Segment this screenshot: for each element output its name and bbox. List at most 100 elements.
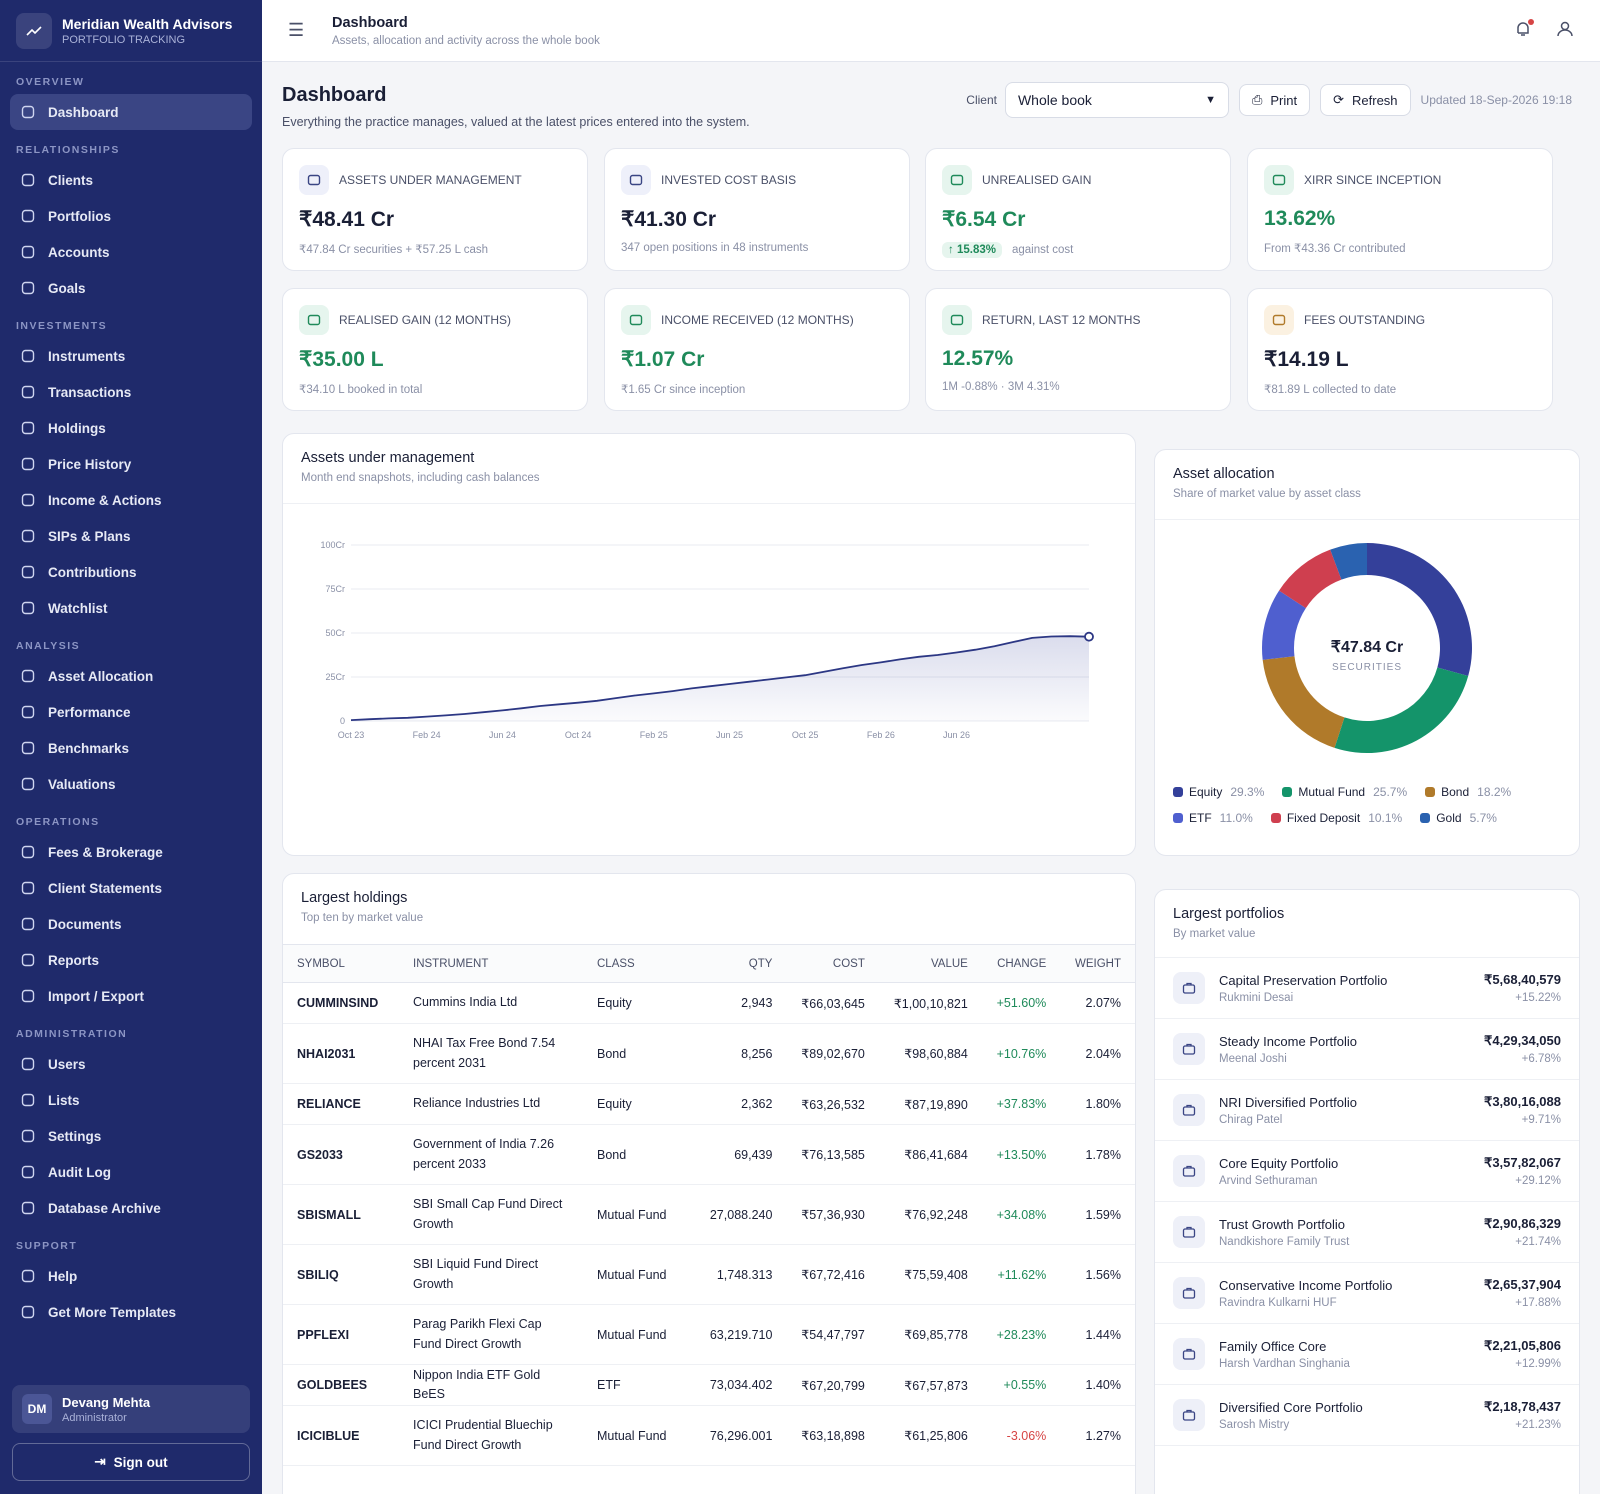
aum-last-point[interactable] [1084, 631, 1094, 642]
cell-value: ₹75,59,408 [878, 1244, 982, 1305]
sidebar-item-benchmarks[interactable]: Benchmarks [10, 730, 252, 766]
portfolio-row[interactable]: Family Office Core Harsh Vardhan Singhani… [1155, 1324, 1579, 1385]
sidebar-item-reports[interactable]: Reports [10, 942, 252, 978]
user-icon[interactable] [1556, 20, 1574, 41]
sidebar-item-price-history[interactable]: Price History [10, 446, 252, 482]
portfolio-name: Family Office Core [1219, 1338, 1327, 1354]
donut-slice-gold[interactable] [1330, 543, 1367, 580]
column-header[interactable]: INSTRUMENT [399, 944, 583, 983]
table-row[interactable]: NHAI2031 NHAI Tax Free Bond 7.54 percent … [283, 1023, 1135, 1084]
portfolio-value: ₹4,29,34,050 [1484, 1033, 1561, 1048]
print-button[interactable]: ⎙ Print [1238, 84, 1311, 116]
table-row[interactable]: SBISMALL SBI Small Cap Fund Direct Growth… [283, 1184, 1135, 1245]
sidebar-item-fees-brokerage[interactable]: Fees & Brokerage [10, 834, 252, 870]
portfolio-row[interactable]: Conservative Income Portfolio Ravindra Ku… [1155, 1263, 1579, 1324]
cell-weight: 1.27% [1060, 1405, 1135, 1466]
legend-label: Gold [1436, 811, 1462, 825]
portfolio-row[interactable]: Diversified Core Portfolio Sarosh Mistry ₹… [1155, 1385, 1579, 1446]
repeat-icon [20, 528, 36, 544]
menu-icon[interactable]: ☰ [288, 20, 305, 40]
wallet-icon [299, 165, 329, 195]
sidebar-item-audit-log[interactable]: Audit Log [10, 1154, 252, 1190]
sign-out-button[interactable]: ⇥ Sign out [12, 1443, 250, 1481]
sidebar-item-database-archive[interactable]: Database Archive [10, 1190, 252, 1226]
bell-icon[interactable] [1514, 19, 1534, 41]
check-circle-icon [299, 305, 329, 335]
sidebar-item-contributions[interactable]: Contributions [10, 554, 252, 590]
sidebar-item-get-more-templates[interactable]: Get More Templates [10, 1294, 252, 1330]
donut-slice-etf[interactable] [1262, 590, 1306, 660]
sidebar-item-import-export[interactable]: Import / Export [10, 978, 252, 1014]
sidebar-item-lists[interactable]: Lists [10, 1082, 252, 1118]
table-row[interactable]: PPFLEXI Parag Parikh Flexi Cap Fund Direc… [283, 1304, 1135, 1365]
page-subtitle: Everything the practice manages, valued … [282, 115, 750, 129]
portfolio-row[interactable]: Capital Preservation Portfolio Rukmini De… [1155, 958, 1579, 1019]
cell-qty: 63,219.710 [695, 1304, 787, 1365]
sidebar-item-client-statements[interactable]: Client Statements [10, 870, 252, 906]
column-header[interactable]: CLASS [583, 944, 695, 983]
user-profile[interactable]: DM Devang Mehta Administrator [12, 1385, 250, 1433]
sidebar: Meridian Wealth Advisors PORTFOLIO TRACK… [0, 0, 262, 1494]
legend-item: ETF 11.0% [1173, 811, 1253, 825]
list-icon [20, 1092, 36, 1108]
sidebar-item-label: Accounts [48, 244, 110, 260]
portfolio-row[interactable]: Trust Growth Portfolio Nandkishore Family… [1155, 1202, 1579, 1263]
chevron-down-icon: ▼ [1205, 94, 1216, 106]
cell-value: ₹61,25,806 [878, 1405, 982, 1466]
donut-slice-mutual-fund[interactable] [1334, 667, 1469, 753]
column-header[interactable]: SYMBOL [283, 944, 399, 983]
cell-change: +51.60% [981, 982, 1061, 1024]
donut-slice-equity[interactable] [1367, 543, 1472, 677]
table-row[interactable]: GOLDBEES Nippon India ETF Gold BeES ETF 73,… [283, 1364, 1135, 1406]
column-header[interactable]: QTY [695, 944, 787, 983]
sidebar-item-label: Users [48, 1056, 86, 1072]
sidebar-item-holdings[interactable]: Holdings [10, 410, 252, 446]
column-header[interactable]: CHANGE [981, 944, 1061, 983]
sidebar-item-settings[interactable]: Settings [10, 1118, 252, 1154]
sidebar-item-asset-allocation[interactable]: Asset Allocation [10, 658, 252, 694]
nav-section-support: SUPPORT [16, 1240, 78, 1252]
sidebar-item-performance[interactable]: Performance [10, 694, 252, 730]
donut-slice-bond[interactable] [1262, 656, 1345, 748]
portfolio-name: NRI Diversified Portfolio [1219, 1094, 1357, 1110]
sidebar-item-accounts[interactable]: Accounts [10, 234, 252, 270]
cell-symbol: PPFLEXI [283, 1304, 399, 1365]
receipt-icon [20, 844, 36, 860]
table-row[interactable]: SBILIQ SBI Liquid Fund Direct Growth Mutua… [283, 1244, 1135, 1305]
table-row[interactable]: CUMMINSIND Cummins India Ltd Equity 2,943 ₹6… [283, 982, 1135, 1024]
sidebar-item-watchlist[interactable]: Watchlist [10, 590, 252, 626]
table-row[interactable]: RELIANCE Reliance Industries Ltd Equity 2,3… [283, 1083, 1135, 1125]
portfolio-row[interactable]: NRI Diversified Portfolio Chirag Patel ₹3,… [1155, 1080, 1579, 1141]
sidebar-item-valuations[interactable]: Valuations [10, 766, 252, 802]
sidebar-item-users[interactable]: Users [10, 1046, 252, 1082]
trend-icon [942, 165, 972, 195]
cell-change: +28.23% [981, 1304, 1061, 1365]
sidebar-item-clients[interactable]: Clients [10, 162, 252, 198]
briefcase-icon [1173, 1094, 1205, 1126]
sidebar-item-instruments[interactable]: Instruments [10, 338, 252, 374]
sidebar-item-portfolios[interactable]: Portfolios [10, 198, 252, 234]
portfolio-row[interactable]: Core Equity Portfolio Arvind Sethuraman ₹3… [1155, 1141, 1579, 1202]
sidebar-item-help[interactable]: Help [10, 1258, 252, 1294]
sidebar-item-label: Get More Templates [48, 1304, 177, 1320]
table-row[interactable]: ICICIBLUE ICICI Prudential Bluechip Fund … [283, 1405, 1135, 1466]
table-row[interactable]: GS2033 Government of India 7.26 percent 2… [283, 1124, 1135, 1185]
cell-change: +10.76% [981, 1023, 1061, 1084]
refresh-button[interactable]: ⟳ Refresh [1320, 84, 1411, 116]
column-header[interactable]: COST [786, 944, 879, 983]
column-header[interactable]: WEIGHT [1060, 944, 1135, 983]
sidebar-item-goals[interactable]: Goals [10, 270, 252, 306]
donut-slice-fixed-deposit[interactable] [1279, 549, 1342, 609]
sidebar-item-transactions[interactable]: Transactions [10, 374, 252, 410]
sidebar-item-label: Fees & Brokerage [48, 844, 163, 860]
column-header[interactable]: VALUE [878, 944, 982, 983]
client-select[interactable]: Whole book ▼ [1004, 82, 1229, 118]
sidebar-item-income-actions[interactable]: Income & Actions [10, 482, 252, 518]
sidebar-item-dashboard[interactable]: Dashboard [10, 94, 252, 130]
portfolio-row[interactable]: Steady Income Portfolio Meenal Joshi ₹4,29… [1155, 1019, 1579, 1080]
sidebar-item-sips-plans[interactable]: SIPs & Plans [10, 518, 252, 554]
bar-chart-icon [20, 456, 36, 472]
sidebar-item-documents[interactable]: Documents [10, 906, 252, 942]
cell-cost: ₹63,18,898 [786, 1405, 879, 1466]
sidebar-item-label: Audit Log [48, 1164, 111, 1180]
